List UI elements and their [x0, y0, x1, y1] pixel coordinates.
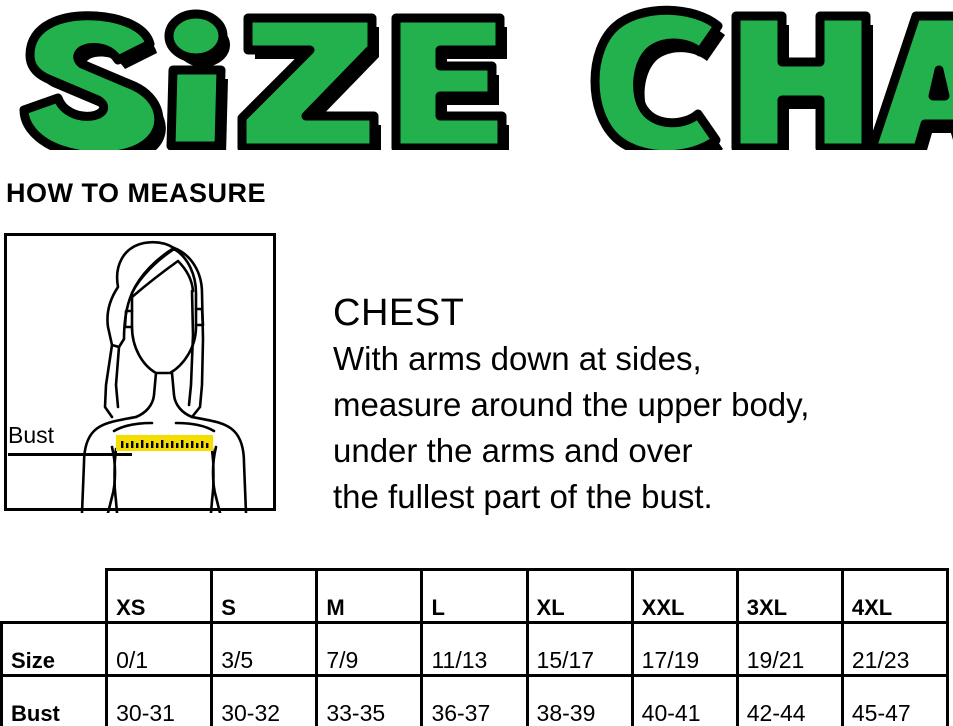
cell-bust-m: 33-35	[315, 674, 424, 726]
torso-side-right	[209, 447, 215, 513]
cell-bust-4xl: 45-47	[840, 674, 950, 726]
cell-size-4xl: 21/23	[840, 621, 950, 677]
face-outline	[130, 247, 198, 375]
row-header-bust: Bust	[0, 674, 109, 726]
collarbone-left	[112, 421, 154, 433]
measuring-tape	[116, 435, 213, 451]
column-header-4xl: 4XL	[840, 568, 950, 624]
cell-bust-s: 30-32	[210, 674, 319, 726]
hair-fringe	[130, 259, 195, 299]
table-row-size: Size 0/1 3/5 7/9 11/13 15/17 17/19 19/21…	[0, 621, 950, 677]
column-header-xs: XS	[105, 568, 214, 624]
table-header-row: XS S M L XL XXL 3XL 4XL	[1, 568, 950, 624]
cell-bust-l: 36-37	[420, 674, 529, 726]
title-letter-C	[590, 5, 725, 150]
column-header-xxl: XXL	[630, 568, 739, 624]
table-corner-blank	[1, 569, 107, 623]
chest-line-3: under the arms and over	[333, 432, 693, 469]
measurement-illustration-box	[4, 233, 276, 513]
neck-right	[170, 371, 194, 419]
title-letter-E	[391, 13, 509, 150]
page-title: .ttl-shadow { fill:#000000; } .ttl-face …	[0, 0, 953, 150]
size-chart-table: XS S M L XL XXL 3XL 4XL Size 0/1 3/5 7/9…	[0, 568, 950, 726]
hair-right-inner	[187, 289, 195, 407]
column-header-3xl: 3XL	[735, 568, 844, 624]
cell-size-l: 11/13	[420, 621, 529, 677]
cell-size-xl: 15/17	[525, 621, 634, 677]
hair-left-strand-inner	[114, 345, 121, 409]
chest-line-1: With arms down at sides,	[333, 340, 702, 377]
cell-bust-xs: 30-31	[105, 674, 214, 726]
bust-callout: Bust	[8, 424, 138, 464]
size-table: XS S M L XL XXL 3XL 4XL Size 0/1 3/5 7/9…	[0, 568, 950, 726]
cell-bust-3xl: 42-44	[735, 674, 844, 726]
title-letter-Z	[237, 13, 381, 150]
cell-bust-xl: 38-39	[525, 674, 634, 726]
chest-heading: CHEST	[333, 292, 465, 334]
row-header-size: Size	[0, 621, 109, 677]
chest-line-2: measure around the upper body,	[333, 386, 810, 423]
ear-left	[123, 309, 134, 329]
cell-size-xs: 0/1	[105, 621, 214, 677]
collarbone-right	[174, 421, 216, 433]
hair-left-strand	[103, 343, 114, 419]
title-letter-H	[731, 11, 873, 150]
shoulders-torso	[80, 415, 138, 513]
column-header-s: S	[210, 568, 319, 624]
size-chart-title-graphic: .ttl-shadow { fill:#000000; } .ttl-face …	[19, 5, 953, 150]
cell-size-s: 3/5	[210, 621, 319, 677]
column-header-l: L	[420, 568, 529, 624]
hair-right	[172, 246, 205, 419]
bust-callout-leader-line	[8, 453, 132, 456]
table-row-bust: Bust 30-31 30-32 33-35 36-37 38-39 40-41…	[0, 674, 950, 726]
cell-size-3xl: 19/21	[735, 621, 844, 677]
bust-callout-label: Bust	[8, 422, 55, 448]
hair-left	[106, 240, 176, 349]
cell-bust-xxl: 40-41	[630, 674, 739, 726]
title-letter-i	[164, 9, 230, 150]
ear-right	[194, 307, 205, 327]
cell-size-xxl: 17/19	[630, 621, 739, 677]
shoulders-torso-right	[190, 415, 248, 513]
column-header-xl: XL	[525, 568, 634, 624]
title-letter-A	[867, 11, 953, 150]
female-figure-illustration	[80, 240, 248, 513]
cell-size-m: 7/9	[315, 621, 424, 677]
how-to-measure-heading: HOW TO MEASURE	[6, 178, 267, 208]
chest-description-block: CHEST With arms down at sides, measure a…	[333, 290, 933, 520]
chest-line-4: the fullest part of the bust.	[333, 478, 713, 515]
column-header-m: M	[315, 568, 424, 624]
neck-left	[134, 371, 158, 419]
title-letter-S	[19, 11, 166, 150]
